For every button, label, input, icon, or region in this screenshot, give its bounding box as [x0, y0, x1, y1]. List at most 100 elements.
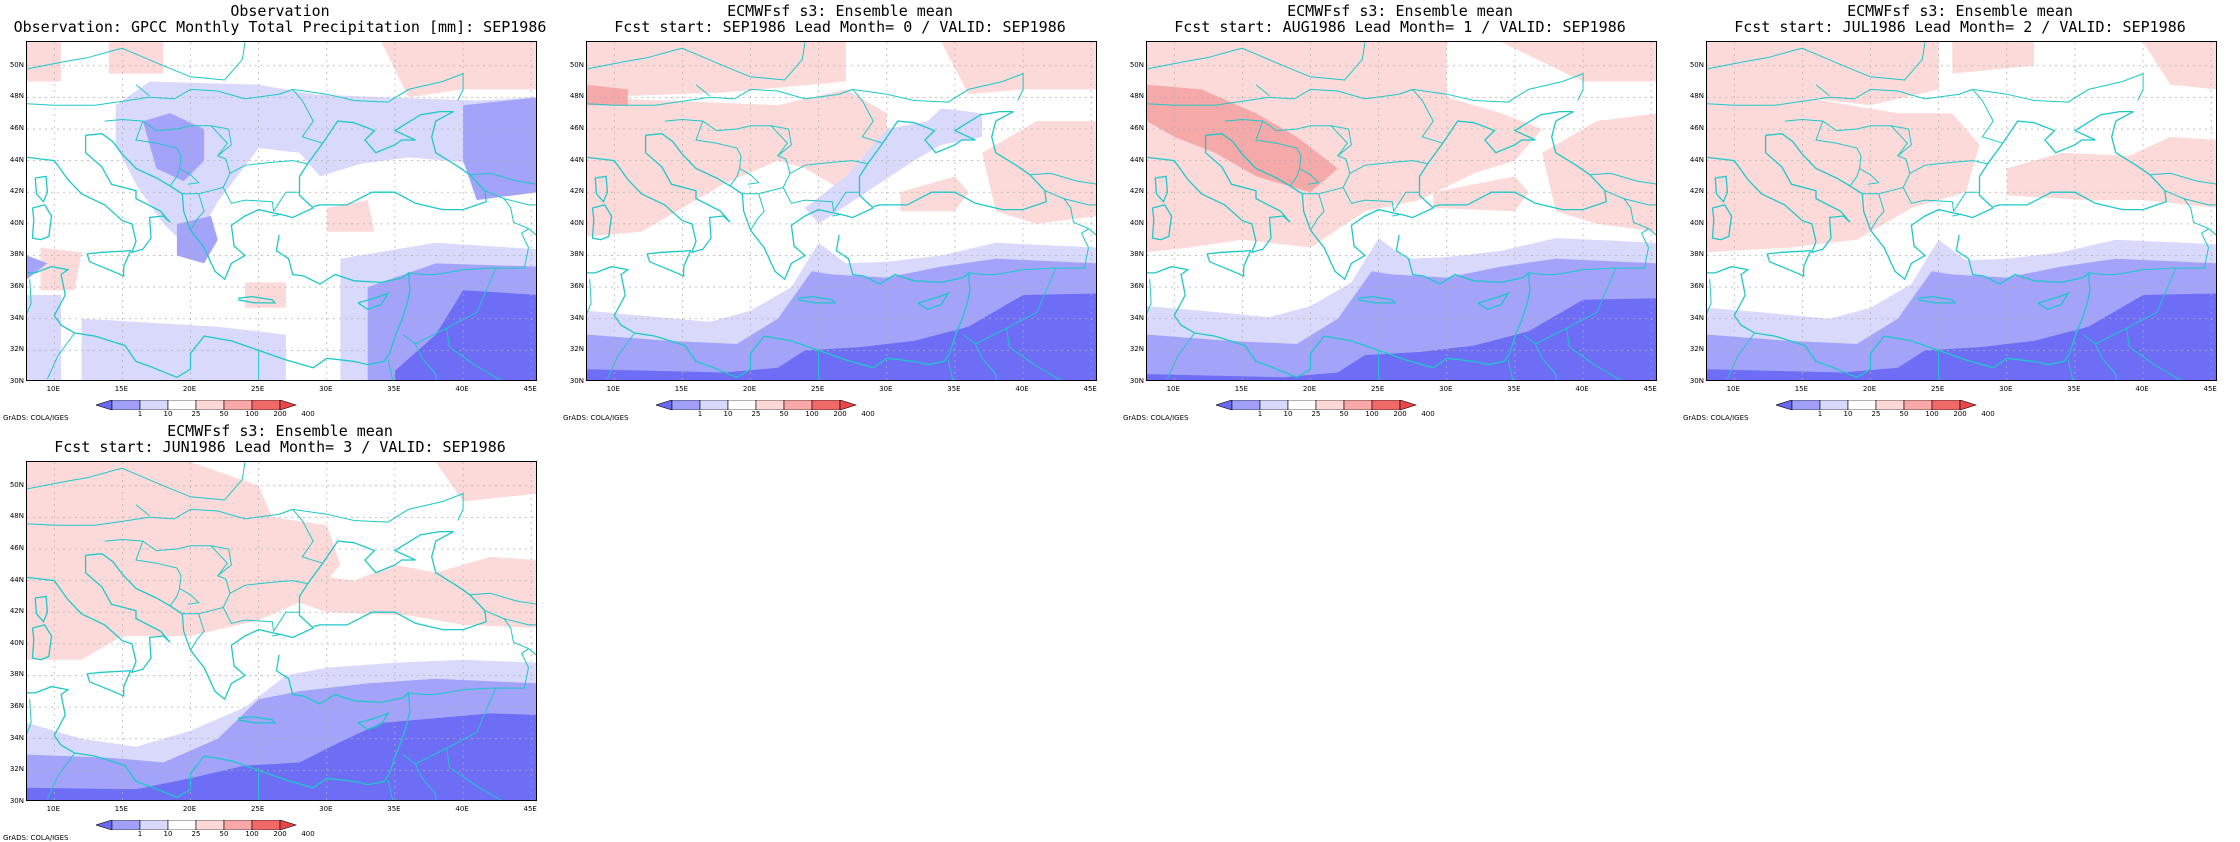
colorbar-tick-label: 10: [723, 410, 733, 418]
latitude-tick-label: 38N: [9, 250, 24, 259]
latitude-tick-label: 40N: [9, 218, 24, 227]
latitude-tick-label: 46N: [569, 123, 584, 132]
map-panel-0: Observation Observation: GPCC Monthly To…: [0, 0, 560, 422]
credit-label: GrADS: COLA/IGES: [1123, 414, 1189, 422]
colorbar-tick-label: 10: [1843, 410, 1853, 418]
longitude-tick-label: 20E: [1862, 385, 1877, 393]
latitude-tick-label: 30N: [1689, 377, 1704, 385]
longitude-tick-label: 25E: [250, 385, 265, 393]
colorbar-tick-label: 25: [191, 410, 201, 418]
longitude-tick-label: 40E: [2135, 385, 2149, 393]
colorbar: [1216, 400, 1418, 410]
latitude-tick-label: 38N: [1689, 250, 1704, 259]
colorbar-tick-label: 1: [1817, 410, 1823, 418]
colorbar-tick-label: 400: [861, 410, 875, 418]
latitude-tick-label: 40N: [569, 218, 584, 227]
latitude-tick-label: 40N: [1129, 218, 1144, 227]
longitude-tick-label: 35E: [387, 805, 401, 813]
colorbar-tick-label: 25: [191, 830, 201, 838]
colorbar-tick-label: 1: [137, 410, 143, 418]
panel-subtitle: Observation: GPCC Monthly Total Precipit…: [13, 18, 547, 36]
longitude-tick-label: 10E: [1726, 385, 1740, 393]
longitude-tick-label: 10E: [46, 385, 60, 393]
latitude-tick-label: 36N: [9, 282, 24, 291]
latitude-tick-label: 32N: [569, 345, 584, 354]
longitude-tick-label: 40E: [1575, 385, 1589, 393]
colorbar: [96, 820, 298, 830]
map-panel-2: ECMWFsf s3: Ensemble mean Fcst start: AU…: [1120, 0, 1680, 422]
colorbar-tick-label: 50: [1899, 410, 1909, 418]
latitude-tick-label: 48N: [9, 512, 24, 521]
longitude-tick-label: 45E: [2203, 385, 2217, 393]
latitude-tick-label: 36N: [1689, 282, 1704, 291]
map-frame: [586, 41, 1097, 381]
longitude-tick-label: 35E: [947, 385, 961, 393]
longitude-tick-label: 30E: [1439, 385, 1453, 393]
longitude-tick-label: 40E: [455, 385, 469, 393]
longitude-tick-label: 45E: [1643, 385, 1657, 393]
colorbar-tick-label: 10: [1283, 410, 1293, 418]
longitude-tick-label: 10E: [606, 385, 620, 393]
latitude-tick-label: 42N: [1689, 187, 1704, 196]
latitude-tick-label: 30N: [569, 377, 584, 385]
map-panel-3: ECMWFsf s3: Ensemble mean Fcst start: JU…: [1680, 0, 2240, 422]
latitude-tick-label: 42N: [9, 607, 24, 616]
longitude-tick-label: 35E: [387, 385, 401, 393]
latitude-tick-label: 44N: [9, 155, 24, 164]
panel-subtitle: Fcst start: SEP1986 Lead Month= 0 / VALI…: [614, 18, 1066, 36]
longitude-tick-label: 40E: [1015, 385, 1029, 393]
latitude-tick-label: 44N: [1129, 155, 1144, 164]
latitude-tick-label: 36N: [1129, 282, 1144, 291]
latitude-tick-label: 34N: [9, 313, 24, 322]
longitude-tick-label: 30E: [319, 805, 333, 813]
latitude-tick-label: 38N: [9, 670, 24, 679]
colorbar-tick-label: 1: [1257, 410, 1263, 418]
latitude-tick-label: 44N: [1689, 155, 1704, 164]
colorbar-tick-label: 400: [1981, 410, 1995, 418]
longitude-tick-label: 40E: [455, 805, 469, 813]
latitude-tick-label: 34N: [1129, 313, 1144, 322]
colorbar-tick-label: 1: [697, 410, 703, 418]
longitude-tick-label: 10E: [1166, 385, 1180, 393]
colorbar-tick-label: 10: [163, 410, 173, 418]
longitude-tick-label: 30E: [1999, 385, 2013, 393]
latitude-tick-label: 44N: [9, 575, 24, 584]
latitude-tick-label: 36N: [9, 702, 24, 711]
latitude-tick-label: 40N: [9, 638, 24, 647]
latitude-tick-label: 34N: [569, 313, 584, 322]
latitude-tick-label: 46N: [9, 123, 24, 132]
panel-title: ECMWFsf s3: Ensemble mean: [727, 2, 953, 20]
colorbar-tick-label: 200: [1953, 410, 1967, 418]
colorbar-tick-label: 1: [137, 830, 143, 838]
latitude-tick-label: 50N: [9, 60, 24, 69]
longitude-tick-label: 20E: [1302, 385, 1317, 393]
latitude-tick-label: 48N: [9, 92, 24, 101]
latitude-tick-label: 42N: [1129, 187, 1144, 196]
longitude-tick-label: 25E: [1370, 385, 1385, 393]
latitude-tick-label: 34N: [9, 733, 24, 742]
map-frame: [1706, 41, 2217, 381]
colorbar-tick-label: 25: [751, 410, 761, 418]
latitude-tick-label: 50N: [1129, 60, 1144, 69]
colorbar-tick-label: 50: [219, 830, 229, 838]
latitude-tick-label: 46N: [1129, 123, 1144, 132]
colorbar: [656, 400, 858, 410]
latitude-tick-label: 50N: [1689, 60, 1704, 69]
credit-label: GrADS: COLA/IGES: [563, 414, 629, 422]
longitude-tick-label: 45E: [523, 805, 537, 813]
latitude-tick-label: 48N: [1129, 92, 1144, 101]
colorbar-tick-label: 100: [1925, 410, 1939, 418]
latitude-tick-label: 32N: [9, 765, 24, 774]
colorbar-tick-label: 400: [1421, 410, 1435, 418]
colorbar: [1776, 400, 1978, 410]
latitude-tick-label: 34N: [1689, 313, 1704, 322]
longitude-tick-label: 20E: [182, 805, 197, 813]
latitude-tick-label: 36N: [569, 282, 584, 291]
colorbar-tick-label: 25: [1871, 410, 1881, 418]
panel-subtitle: Fcst start: JUL1986 Lead Month= 2 / VALI…: [1734, 18, 2186, 36]
map-panel-4: ECMWFsf s3: Ensemble mean Fcst start: JU…: [0, 420, 560, 842]
map-frame: [26, 461, 537, 801]
longitude-tick-label: 15E: [1234, 385, 1249, 393]
longitude-tick-label: 30E: [319, 385, 333, 393]
longitude-tick-label: 35E: [1507, 385, 1521, 393]
